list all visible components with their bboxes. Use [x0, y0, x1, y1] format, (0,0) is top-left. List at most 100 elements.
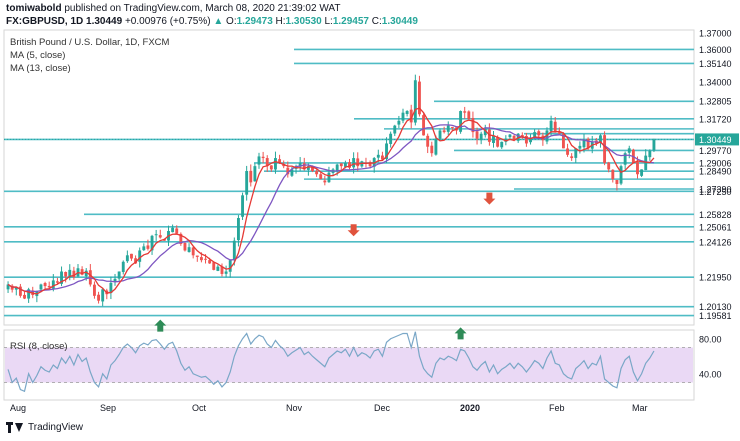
candle-up — [109, 282, 113, 294]
candle-down — [553, 121, 557, 133]
candle-down — [418, 81, 421, 115]
candle-down — [319, 174, 323, 180]
candle-down — [199, 257, 203, 261]
candle-down — [146, 245, 150, 249]
price-tick-label: 1.27250 — [699, 187, 732, 197]
candle-down — [212, 262, 216, 270]
candle-down — [220, 266, 224, 274]
candle-up — [413, 80, 417, 123]
arrow-down-icon — [483, 192, 496, 205]
ma13-line — [7, 124, 654, 293]
candle-down — [603, 135, 607, 163]
candle-up — [290, 169, 294, 176]
candle-down — [269, 165, 273, 170]
candle-down — [286, 167, 290, 175]
candle-down — [380, 155, 384, 160]
candle-down — [430, 145, 434, 154]
candle-down — [130, 253, 133, 259]
candle-down — [570, 156, 574, 159]
footer-brand[interactable]: TradingView — [6, 422, 83, 433]
candle-up — [479, 133, 483, 141]
candle-up — [648, 150, 652, 158]
candle-down — [249, 170, 253, 183]
candle-down — [607, 162, 611, 170]
ohlc-header: FX:GBPUSD, 1D 1.30449 +0.00976 (+0.75%) … — [6, 16, 418, 27]
candle-down — [636, 162, 639, 175]
candle-up — [335, 164, 339, 171]
candle-up — [228, 260, 232, 272]
close-label-value: 1.30449 — [381, 16, 418, 27]
time-tick-label: Oct — [192, 403, 207, 413]
rsi-line — [7, 331, 655, 393]
candle-down — [23, 294, 26, 299]
candle-up — [27, 289, 31, 299]
rsi-legend[interactable]: RSI (8, close) — [10, 341, 68, 352]
candle-down — [475, 131, 479, 139]
price-tick-label: 1.24126 — [699, 237, 732, 247]
rsi-band — [5, 347, 693, 383]
candle-down — [64, 271, 68, 277]
price-tick-label: 1.35140 — [699, 59, 732, 69]
price-tick-label: 1.34000 — [699, 77, 732, 87]
high-value: 1.30530 — [285, 16, 322, 27]
candle-down — [88, 270, 92, 285]
candle-up — [327, 172, 331, 183]
candle-down — [566, 148, 569, 155]
candle-down — [356, 158, 360, 167]
ma5-legend[interactable]: MA (5, close) — [10, 50, 66, 61]
candle-up — [298, 162, 302, 167]
candle-up — [619, 166, 623, 184]
candle-down — [158, 235, 162, 238]
price-tick-label: 1.30449 — [699, 135, 732, 145]
candle-up — [483, 128, 487, 136]
candle-down — [278, 159, 282, 163]
candle-down — [409, 109, 413, 123]
candle-down — [586, 138, 590, 149]
candle-down — [195, 255, 199, 257]
candle-up — [623, 153, 627, 165]
candle-up — [438, 130, 442, 139]
time-tick-label: 2020 — [460, 403, 480, 413]
candle-down — [72, 270, 76, 278]
candle-up — [117, 271, 121, 279]
last-price-badge — [695, 133, 739, 146]
candle-up — [154, 234, 158, 236]
candle-down — [47, 285, 51, 288]
candle-up — [405, 111, 409, 115]
candle-down — [615, 179, 619, 184]
candle-down — [179, 233, 183, 244]
candle-down — [537, 131, 541, 136]
candle-down — [561, 134, 565, 149]
candle-up — [385, 143, 388, 159]
chart-title: British Pound / U.S. Dollar, 1D, FXCM — [10, 37, 170, 48]
author-name[interactable]: tomiwabold — [6, 3, 62, 14]
candle-up — [627, 148, 631, 153]
candle-up — [245, 171, 249, 195]
candle-down — [315, 171, 319, 175]
candle-up — [640, 169, 644, 176]
candle-up — [397, 120, 401, 125]
candle-up — [101, 289, 105, 302]
ma13-legend[interactable]: MA (13, close) — [10, 63, 71, 74]
candle-down — [524, 135, 528, 144]
candle-up — [492, 135, 495, 143]
low-label: L: — [324, 16, 333, 27]
candle-up — [401, 112, 405, 121]
candle-up — [446, 125, 450, 132]
candle-up — [138, 250, 142, 262]
candle-up — [652, 139, 656, 151]
close-label: C: — [371, 16, 382, 27]
time-tick-label: Dec — [374, 403, 391, 413]
candle-up — [187, 247, 191, 253]
candle-up — [51, 280, 55, 289]
price-tick-label: 1.29770 — [699, 146, 732, 156]
time-tick-label: Aug — [10, 403, 26, 413]
candle-up — [121, 261, 125, 272]
candle-down — [208, 260, 212, 264]
rsi-tick-label: 40.00 — [699, 369, 722, 379]
candle-up — [142, 246, 146, 251]
change-text: +0.00976 (+0.75%) — [124, 16, 211, 27]
rsi-pane-border — [3, 329, 695, 401]
candle-up — [582, 140, 586, 148]
